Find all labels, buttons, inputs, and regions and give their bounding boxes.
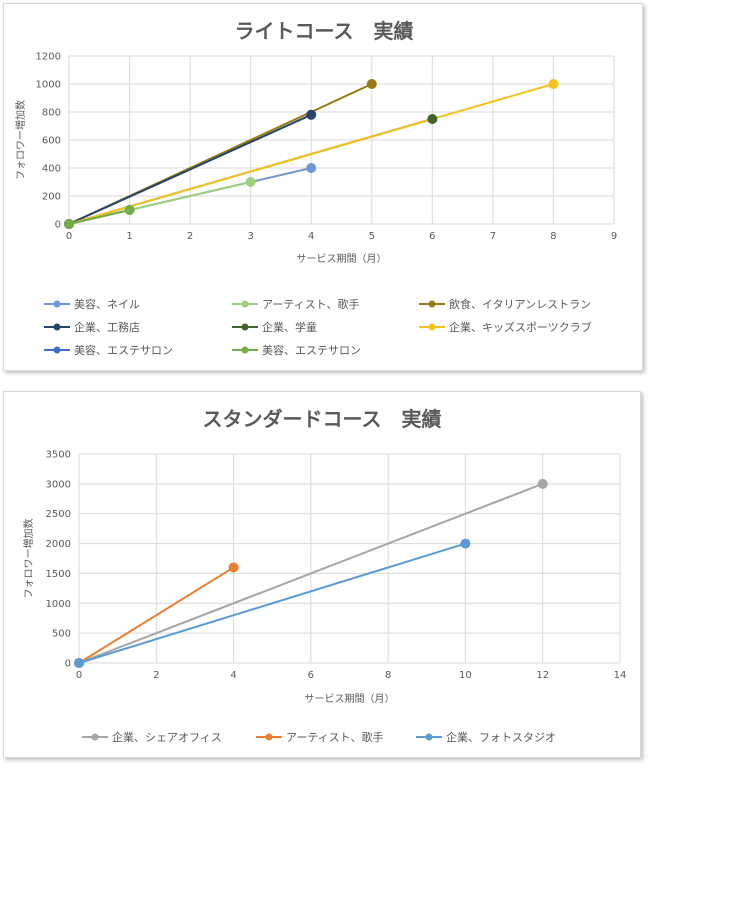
y-axis-label: フォロワー増加数 (22, 519, 35, 599)
legend-swatch-marker (425, 733, 433, 741)
legend-swatch-marker (241, 346, 249, 354)
y-tick-label: 200 (42, 192, 61, 203)
legend-swatch-marker (53, 323, 61, 331)
chart-standard-course-svg: スタンダードコース 実績 0 500 1000 1500 2000 2500 3000 3500… (22, 407, 627, 744)
legend-label: 美容、エステサロン (74, 343, 173, 357)
y-tick-label: 3500 (46, 450, 71, 461)
y-tick-label: 0 (55, 220, 61, 231)
legend-label: 企業、シェアオフィス (112, 730, 222, 744)
y-tick-label: 800 (42, 108, 61, 119)
series-line (68, 83, 554, 225)
x-tick-label: 4 (230, 670, 236, 681)
data-point (537, 478, 548, 489)
y-tick-label: 600 (42, 136, 61, 147)
series-line (78, 482, 544, 664)
x-tick-label: 0 (66, 231, 72, 242)
data-point (124, 205, 135, 215)
x-tick-label: 8 (385, 670, 391, 681)
data-point (74, 658, 84, 668)
x-tick-label: 6 (429, 231, 435, 242)
legend-label: 企業、キッズスポーツクラブ (449, 320, 592, 334)
legend-label: アーティスト、歌手 (286, 730, 383, 744)
legend-label: 美容、エステサロン (262, 343, 361, 357)
legend-swatch-marker (53, 300, 61, 308)
y-tick-label: 3000 (46, 479, 71, 490)
y-tick-label: 0 (65, 659, 71, 670)
legend-swatch-marker (265, 733, 273, 741)
x-tick-label: 12 (536, 670, 549, 681)
x-tick-label: 10 (459, 670, 472, 681)
legend-label: 企業、工務店 (74, 320, 140, 334)
y-tick-label: 400 (42, 164, 61, 175)
x-tick-label: 8 (550, 231, 556, 242)
series-line (68, 113, 312, 225)
chart-title: ライトコース 実績 (235, 19, 414, 43)
series-line (78, 542, 466, 664)
y-axis-label: フォロワー増加数 (14, 100, 27, 180)
chart-title: スタンダードコース 実績 (203, 407, 442, 431)
legend-label: 飲食、イタリアンレストラン (449, 297, 591, 311)
x-tick-label: 2 (187, 231, 193, 242)
legend-swatch-marker (428, 323, 436, 331)
data-point (64, 219, 74, 229)
legend-swatch-marker (241, 300, 249, 308)
x-tick-label: 2 (153, 670, 159, 681)
y-tick-label: 1000 (46, 599, 71, 610)
data-point (460, 538, 471, 549)
legend-swatch-marker (91, 733, 99, 741)
legend-swatch-marker (53, 346, 61, 354)
series-line (78, 566, 235, 664)
data-point (306, 163, 317, 173)
data-point (427, 114, 438, 124)
x-tick-label: 1 (126, 231, 132, 242)
x-tick-label: 7 (490, 231, 496, 242)
legend-label: 企業、フォトスタジオ (446, 730, 556, 744)
x-tick-label: 14 (614, 670, 627, 681)
y-tick-label: 500 (52, 629, 71, 640)
x-tick-label: 0 (76, 670, 82, 681)
y-tick-label: 2000 (46, 539, 71, 550)
x-axis-label: サービス期間（月） (305, 693, 395, 705)
legend-label: 美容、ネイル (74, 297, 140, 311)
x-tick-label: 6 (308, 670, 314, 681)
data-point (366, 79, 377, 89)
data-point (245, 177, 256, 187)
y-tick-label: 1500 (46, 569, 71, 580)
legend-swatch-marker (241, 323, 249, 331)
chart-light-course-svg: ライトコース 実績 0 200 400 600 800 1000 1200 0 1 2 3 4 5 6 7 8 9… (14, 19, 617, 357)
legend-label: アーティスト、歌手 (262, 297, 359, 311)
data-point (228, 562, 239, 573)
x-tick-label: 4 (308, 231, 314, 242)
x-tick-label: 5 (369, 231, 375, 242)
legend-swatch-marker (428, 300, 436, 308)
data-point (306, 109, 317, 120)
y-tick-label: 2500 (46, 509, 71, 520)
chart-standard-course: スタンダードコース 実績 0 500 1000 1500 2000 2500 3000 3500… (3, 391, 641, 758)
x-tick-label: 9 (611, 231, 617, 242)
y-tick-label: 1200 (36, 52, 61, 63)
y-tick-label: 1000 (36, 80, 61, 91)
series-line (68, 209, 130, 225)
data-point (548, 79, 559, 89)
legend-label: 企業、学童 (262, 320, 317, 334)
chart-light-course: ライトコース 実績 0 200 400 600 800 1000 1200 0 1 2 3 4 5 6 7 8 9… (3, 3, 643, 371)
x-axis-label: サービス期間（月） (297, 253, 387, 265)
x-tick-label: 3 (247, 231, 253, 242)
